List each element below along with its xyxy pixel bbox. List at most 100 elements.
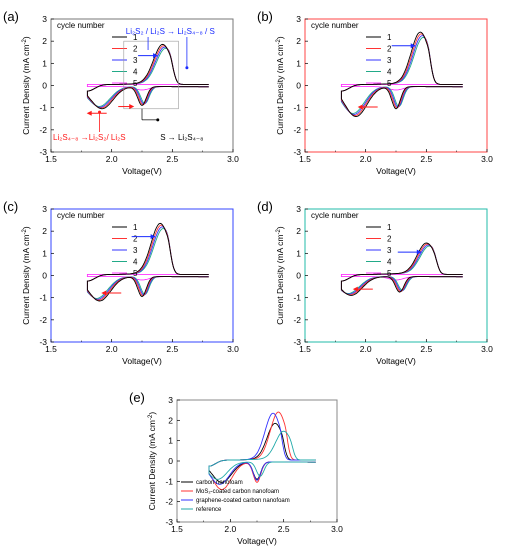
annotation-reduction-low: Li₂S₄₋₈ →Li₂S₂/ Li₂S <box>53 133 126 142</box>
legend-label-5: 5 <box>133 269 138 278</box>
y-tick-label: -3 <box>165 517 173 527</box>
y-tick-label: 1 <box>42 58 47 68</box>
y-tick-label: 1 <box>296 248 301 258</box>
axes-frame <box>304 18 488 153</box>
legend-label-4: 4 <box>387 68 392 77</box>
y-tick-label: 0 <box>42 81 47 91</box>
legend-label-1: 1 <box>133 223 138 232</box>
panel-a: 1.5 2.0 2.5 3.0 -3 -2 -1 0 1 2 3 Voltage(V) Current … <box>3 9 239 176</box>
x-tick-label: 2.0 <box>224 524 236 534</box>
series-cycle-1 <box>340 242 463 296</box>
y-tick-label: 3 <box>42 204 47 214</box>
panel-label: (a) <box>3 9 19 24</box>
x-tick-label: 1.5 <box>45 344 57 354</box>
legend-label-2: 2 <box>387 45 392 54</box>
legend-title: cycle number <box>311 211 359 220</box>
x-tick-label: 2.5 <box>278 524 290 534</box>
x-tick-label: 3.0 <box>227 154 239 164</box>
legend-label-2: 2 <box>133 45 138 54</box>
x-tick-label: 3.0 <box>227 344 239 354</box>
legend-label-2: 2 <box>387 235 392 244</box>
x-tick-label: 1.5 <box>171 524 183 534</box>
legend-label-3: 3 <box>133 56 138 65</box>
x-tick-label: 3.0 <box>481 154 493 164</box>
y-tick-label: 1 <box>168 436 173 446</box>
x-tick-label: 2.5 <box>166 154 178 164</box>
y-tick-label: -2 <box>39 315 47 325</box>
legend-title: cycle number <box>57 211 105 220</box>
legend-label-4: 4 <box>133 68 138 77</box>
y-tick-label: 3 <box>296 14 301 24</box>
x-axis-title: Voltage(V) <box>237 536 277 546</box>
legend-title: cycle number <box>57 21 105 30</box>
y-tick-label: 2 <box>296 36 301 46</box>
y-tick-label: -3 <box>39 147 47 157</box>
panel-b: 1.5 2.0 2.5 3.0 -3 -2 -1 0 1 2 3 Voltage(V) Current … <box>257 9 493 176</box>
annot-ox-dot <box>185 66 189 70</box>
y-tick-label: 2 <box>168 415 173 425</box>
legend-label-3: 3 <box>387 56 392 65</box>
y-axis-title: Current Density (mA cm-2) <box>275 36 285 135</box>
series-cycle-1 <box>86 43 209 110</box>
y-axis-title: Current Density (mA cm-2) <box>275 226 285 325</box>
reduction-arrowhead <box>352 286 358 292</box>
y-axis-title: Current Density (mA cm-2) <box>21 226 31 325</box>
panel-e: 1.5 2.0 2.5 3.0 -3 -2 -1 0 1 2 3 Voltage(V) Current … <box>129 390 343 546</box>
series-reference <box>208 430 316 480</box>
y-tick-label: -2 <box>165 497 173 507</box>
legend-label-1: 1 <box>133 33 138 42</box>
axes-frame <box>304 208 488 343</box>
y-tick-label: 3 <box>42 14 47 24</box>
series-cycle-4 <box>340 245 463 294</box>
axes-frame <box>50 208 234 343</box>
oxidation-arrowhead <box>153 53 159 59</box>
y-tick-label: -2 <box>293 315 301 325</box>
y-tick-label: 1 <box>42 248 47 258</box>
annotation-oxidation: Li₂S₂ / Li₂S → Li₂S₄₋₈ / S <box>126 27 215 36</box>
reduction-arrowhead <box>101 290 107 296</box>
legend-label-3: 3 <box>387 246 392 255</box>
y-tick-label: 3 <box>168 395 173 405</box>
x-tick-label: 2.5 <box>420 154 432 164</box>
y-tick-label: -2 <box>293 125 301 135</box>
y-tick-label: 2 <box>42 36 47 46</box>
y-tick-label: 1 <box>296 58 301 68</box>
x-axis-title: Voltage(V) <box>122 356 162 366</box>
legend-label-2: 2 <box>133 235 138 244</box>
y-tick-label: 0 <box>42 271 47 281</box>
oxidation-arrowhead <box>150 234 156 240</box>
panel-label: (e) <box>129 390 145 405</box>
legend-label-1: 1 <box>387 33 392 42</box>
panel-c: 1.5 2.0 2.5 3.0 -3 -2 -1 0 1 2 3 Voltage(V) Current … <box>3 199 239 366</box>
x-axis-title: Voltage(V) <box>376 356 416 366</box>
legend-label-e-2: graphene-coated carbon nanofoam <box>196 498 290 504</box>
x-tick-label: 1.5 <box>299 154 311 164</box>
y-tick-label: 3 <box>296 204 301 214</box>
x-tick-label: 1.5 <box>45 154 57 164</box>
y-tick-label: 2 <box>42 226 47 236</box>
y-tick-label: -1 <box>293 293 301 303</box>
annot-s-dot <box>156 118 160 122</box>
legend-label-3: 3 <box>133 246 138 255</box>
panel-label: (d) <box>257 199 273 214</box>
y-axis-title: Current Density (mA cm-2) <box>147 412 157 511</box>
y-tick-label: -3 <box>293 147 301 157</box>
series-cycle-5 <box>86 83 209 91</box>
legend-label-e-3: reference <box>196 507 222 513</box>
panel-d: 1.5 2.0 2.5 3.0 -3 -2 -1 0 1 2 3 Voltage(V) Current … <box>257 199 493 366</box>
x-axis-title: Voltage(V) <box>376 166 416 176</box>
panel-label: (b) <box>257 9 273 24</box>
legend-label-4: 4 <box>387 258 392 267</box>
series-cycle-5 <box>340 83 463 91</box>
x-tick-label: 2.0 <box>360 154 372 164</box>
series-cycle-1 <box>86 222 209 302</box>
y-tick-label: -1 <box>293 103 301 113</box>
x-tick-label: 1.5 <box>299 344 311 354</box>
x-tick-label: 3.0 <box>331 524 343 534</box>
x-axis-title: Voltage(V) <box>122 166 162 176</box>
series-cycle-3 <box>86 46 209 108</box>
legend-label-e-1: MoS₂-coated carbon nanofoam <box>196 489 279 495</box>
x-tick-label: 2.0 <box>360 344 372 354</box>
y-tick-label: 0 <box>168 456 173 466</box>
